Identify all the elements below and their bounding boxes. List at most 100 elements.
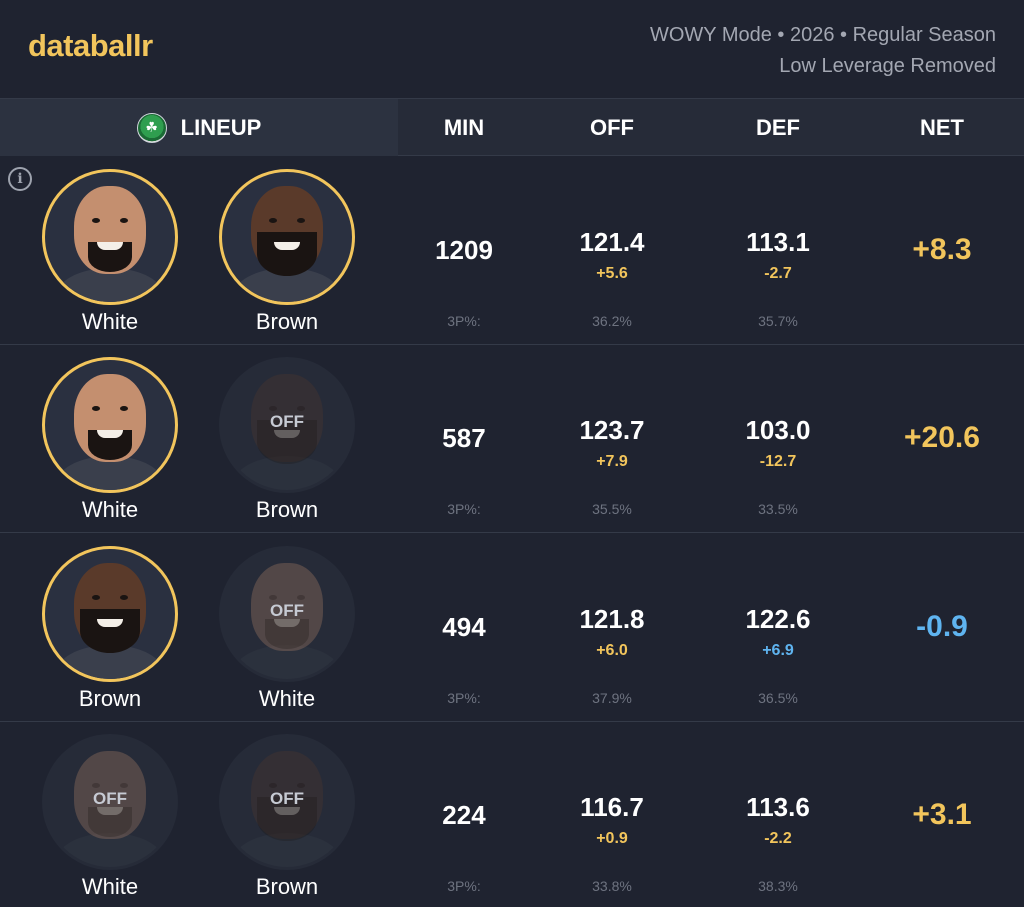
- three-pt-label: 3P%:: [447, 878, 481, 894]
- table-header: ☘ LINEUP MIN OFF DEF NET: [0, 98, 1024, 156]
- player-face: [74, 751, 146, 839]
- player-avatar: OFF: [219, 734, 355, 870]
- player-smile: [97, 242, 123, 250]
- off-delta: +7.9: [596, 453, 628, 470]
- celtics-logo-icon: ☘: [136, 112, 167, 143]
- off-delta: +5.6: [596, 265, 628, 282]
- def-three-pt-pct: 33.5%: [758, 501, 798, 517]
- player-cell[interactable]: OFF White: [217, 534, 357, 722]
- beard-shape: [80, 609, 140, 653]
- player-smile: [274, 807, 300, 815]
- player-eyes: [90, 783, 130, 789]
- off-rating: 121.4: [579, 227, 645, 257]
- off-three-pt-pct: 35.5%: [592, 501, 632, 517]
- off-three-pt-pct: 36.2%: [592, 313, 632, 329]
- beard-shape: [88, 807, 132, 837]
- player-cell[interactable]: White: [40, 345, 180, 533]
- player-avatar: [42, 357, 178, 493]
- player-smile: [97, 807, 123, 815]
- lineup-row[interactable]: Brown OFF White 494 121.8 122.6 +6.0 +6.9 3P%: 37…: [0, 534, 1024, 722]
- lineup-header: ☘ LINEUP: [0, 99, 398, 156]
- off-three-pt-pct: 37.9%: [592, 690, 632, 706]
- player-name: Brown: [255, 874, 319, 899]
- player-avatar: OFF: [42, 734, 178, 870]
- player-cell[interactable]: OFF Brown: [217, 722, 357, 907]
- off-three-pt-pct: 33.8%: [592, 878, 632, 894]
- info-icon[interactable]: i: [8, 167, 32, 191]
- beard-shape: [257, 797, 317, 841]
- player-eyes: [90, 406, 130, 412]
- lineup-row[interactable]: OFF White OFF Brown 224 116.7 113.6 +0.9 -2.2 3P%…: [0, 722, 1024, 907]
- def-rating: 113.1: [746, 227, 810, 257]
- def-rating: 122.6: [745, 604, 811, 634]
- player-name: White: [81, 497, 139, 522]
- def-delta: -12.7: [759, 453, 797, 470]
- player-cell[interactable]: Brown: [217, 157, 357, 345]
- three-pt-label: 3P%:: [447, 313, 481, 329]
- off-label: OFF: [93, 789, 127, 808]
- player-avatar: OFF: [219, 357, 355, 493]
- off-label: OFF: [270, 789, 304, 808]
- min-value: 494: [442, 612, 486, 642]
- net-rating: +20.6: [904, 421, 980, 454]
- player-eyes: [267, 406, 307, 412]
- top-bar: databallr WOWY Mode • 2026 • Regular Sea…: [0, 0, 1024, 98]
- player-avatar: [219, 169, 355, 305]
- player-smile: [97, 619, 123, 627]
- player-face: [251, 374, 323, 462]
- leverage-line: Low Leverage Removed: [779, 55, 996, 77]
- player-name: Brown: [255, 497, 319, 522]
- player-name: White: [258, 686, 316, 711]
- player-smile: [274, 619, 300, 627]
- def-rating: 103.0: [745, 415, 811, 445]
- player-name: White: [81, 309, 139, 334]
- beard-shape: [257, 232, 317, 276]
- mode-line: WOWY Mode • 2026 • Regular Season: [649, 24, 996, 46]
- min-value: 224: [442, 800, 486, 830]
- def-column-header[interactable]: DEF: [756, 115, 800, 140]
- player-smile: [274, 242, 300, 250]
- off-rating: 116.7: [580, 792, 644, 822]
- min-value: 587: [442, 423, 486, 453]
- player-cell[interactable]: OFF White: [40, 722, 180, 907]
- three-pt-label: 3P%:: [447, 501, 481, 517]
- three-pt-label: 3P%:: [447, 690, 481, 706]
- player-avatar: [42, 169, 178, 305]
- off-label: OFF: [270, 601, 304, 620]
- def-delta: -2.2: [764, 830, 792, 847]
- player-eyes: [267, 783, 307, 789]
- beard-shape: [257, 420, 317, 464]
- def-three-pt-pct: 38.3%: [758, 878, 798, 894]
- player-name: White: [81, 874, 139, 899]
- off-label: OFF: [270, 412, 304, 431]
- player-cell[interactable]: Brown: [40, 534, 180, 722]
- off-rating: 121.8: [579, 604, 645, 634]
- databallr-logo[interactable]: databallr: [28, 28, 153, 63]
- player-eyes: [267, 218, 307, 224]
- player-cell[interactable]: OFF Brown: [217, 345, 357, 533]
- net-rating: +3.1: [912, 798, 972, 831]
- net-column-header[interactable]: NET: [920, 115, 964, 140]
- player-smile: [97, 430, 123, 438]
- def-rating: 113.6: [746, 792, 810, 822]
- def-delta: -2.7: [764, 265, 792, 282]
- off-delta: +6.0: [596, 642, 628, 659]
- player-eyes: [267, 595, 307, 601]
- beard-shape: [265, 619, 309, 649]
- net-rating: +8.3: [912, 233, 972, 266]
- player-avatar: [42, 546, 178, 682]
- min-column-header[interactable]: MIN: [443, 115, 485, 140]
- player-cell[interactable]: White: [40, 157, 180, 345]
- lineup-row[interactable]: White OFF Brown 587 123.7 103.0 +7.9 -12.7 3P%: 3…: [0, 345, 1024, 533]
- player-name: Brown: [78, 686, 142, 711]
- lineup-row[interactable]: White Brown 1209 121.4 113.1 +5.6 -2.7 3P%: 36.2…: [0, 157, 1024, 345]
- off-rating: 123.7: [579, 415, 645, 445]
- player-smile: [274, 430, 300, 438]
- lineup-header-label: LINEUP: [180, 114, 262, 140]
- off-column-header[interactable]: OFF: [590, 115, 634, 140]
- player-avatar: OFF: [219, 546, 355, 682]
- player-eyes: [90, 218, 130, 224]
- player-face: [251, 751, 323, 839]
- def-three-pt-pct: 35.7%: [758, 313, 798, 329]
- mode-info: WOWY Mode • 2026 • Regular Season Low Le…: [650, 20, 996, 82]
